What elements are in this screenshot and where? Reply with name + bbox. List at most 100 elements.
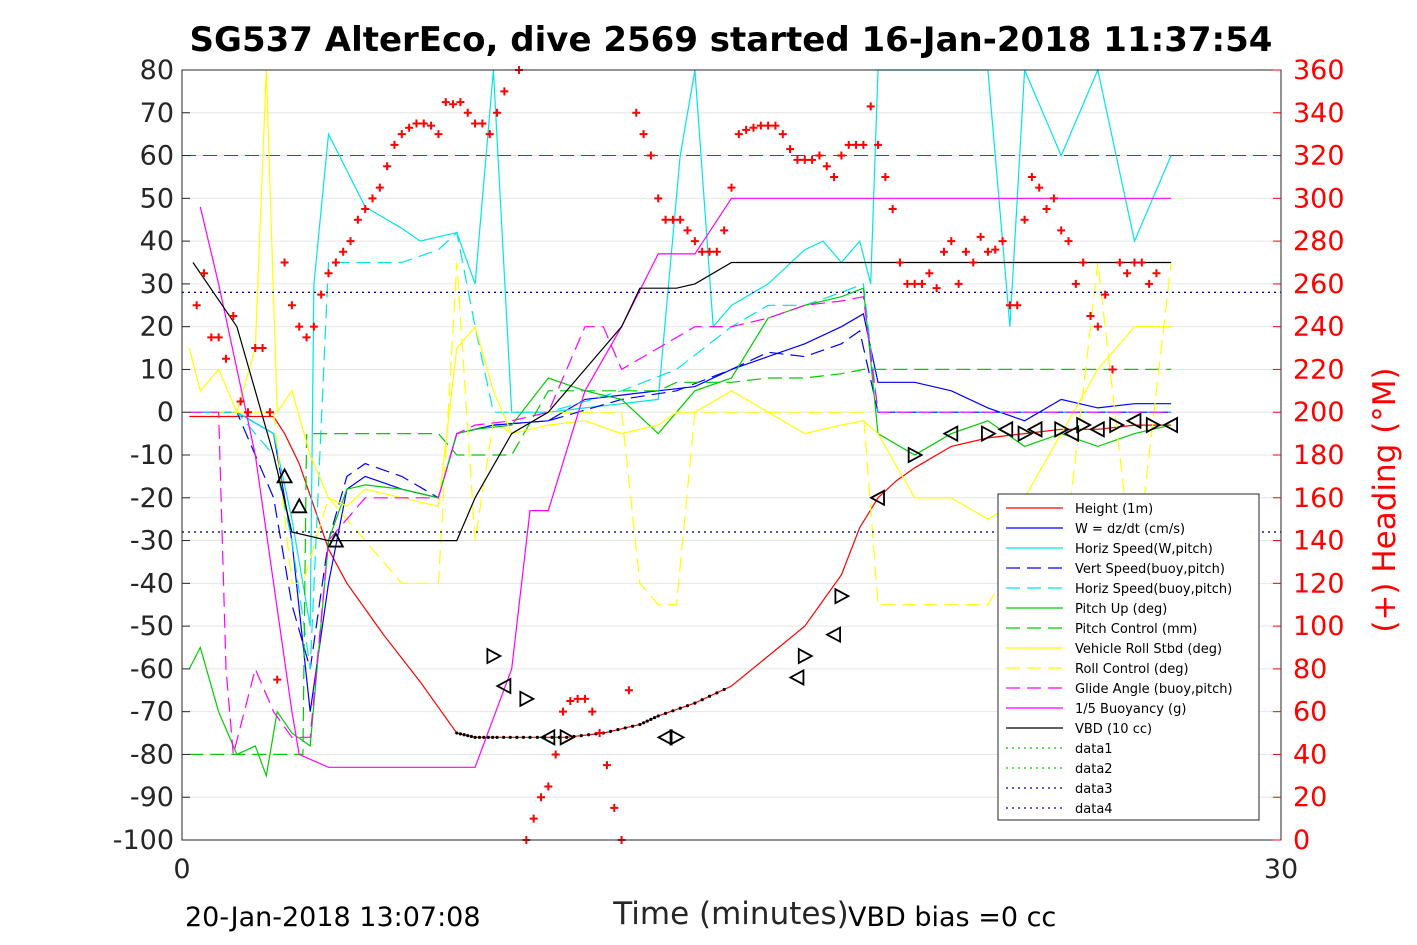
heading-point	[221, 354, 230, 363]
heading-point	[602, 761, 611, 770]
y-tick-label: -80	[130, 739, 174, 770]
legend-label-15: data4	[1075, 802, 1113, 817]
heading-point	[749, 123, 758, 132]
height-dot	[656, 714, 660, 718]
heading-point	[808, 155, 817, 164]
heading-point	[493, 108, 502, 117]
y-tick-label: 20	[140, 312, 174, 343]
series-line-6	[189, 368, 1172, 756]
heading-point	[236, 397, 245, 406]
heading-point	[375, 183, 384, 192]
triangle-marker	[1088, 420, 1105, 438]
heading-point	[566, 696, 575, 705]
heading-point	[947, 237, 956, 246]
heading-point	[800, 155, 809, 164]
height-dot	[609, 729, 613, 733]
height-dot	[515, 735, 519, 739]
triangle-marker	[1162, 416, 1178, 434]
heading-point	[353, 215, 362, 224]
legend-label-11: VBD (10 cc)	[1075, 722, 1152, 737]
x-axis: 0 30	[173, 832, 1298, 885]
height-dot	[678, 706, 682, 710]
heading-point	[822, 162, 831, 171]
legend-label-3: Vert Speed(buoy,pitch)	[1075, 562, 1225, 577]
heading-point	[397, 130, 406, 139]
heading-point	[690, 237, 699, 246]
heading-point	[199, 269, 208, 278]
legend-label-0: Height (1m)	[1075, 502, 1153, 517]
legend-label-10: 1/5 Buoyancy (g)	[1075, 702, 1186, 717]
triangle-marker	[942, 425, 959, 443]
y-axis-right-label: (+) Heading (°M)	[1367, 367, 1403, 632]
heading-point	[917, 279, 926, 288]
heading-point	[939, 247, 948, 256]
triangle-marker	[276, 467, 294, 484]
heading-point	[1057, 226, 1066, 235]
triangle-marker	[997, 420, 1014, 438]
y-right-tick-label: 100	[1293, 611, 1345, 642]
y-tick-label: 80	[140, 55, 174, 86]
triangle-marker	[559, 728, 576, 746]
heading-point	[1042, 205, 1051, 214]
x-tick-label: 0	[173, 854, 190, 885]
heading-point	[954, 279, 963, 288]
heading-point	[449, 100, 458, 109]
heading-point	[1101, 290, 1110, 299]
heading-point	[1152, 269, 1161, 278]
triangle-marker	[519, 690, 536, 708]
heading-point	[558, 707, 567, 716]
y-right-tick-label: 240	[1293, 312, 1345, 343]
heading-point	[786, 145, 795, 154]
heading-point	[991, 245, 1000, 254]
triangle-marker	[1017, 425, 1034, 443]
y-right-tick-label: 280	[1293, 226, 1345, 257]
heading-point	[976, 232, 985, 241]
heading-point	[1049, 194, 1058, 203]
triangle-marker	[486, 647, 503, 665]
height-dot	[462, 733, 466, 737]
heading-point	[676, 215, 685, 224]
y-right-tick-label: 320	[1293, 141, 1345, 172]
triangle-marker	[290, 497, 308, 514]
heading-point	[771, 121, 780, 130]
height-dot	[630, 724, 635, 728]
heading-point	[866, 102, 875, 111]
height-dot	[638, 722, 642, 727]
triangle-marker	[788, 668, 805, 686]
y-tick-label: 10	[140, 354, 174, 385]
legend-label-14: data3	[1075, 782, 1113, 797]
heading-point	[229, 311, 238, 320]
height-dot	[491, 735, 495, 739]
y-right-tick-label: 0	[1293, 825, 1310, 856]
y-tick-label: 0	[157, 397, 174, 428]
triangle-marker	[825, 626, 841, 644]
heading-point	[463, 108, 472, 117]
heading-point	[339, 247, 348, 256]
heading-point	[1027, 172, 1036, 181]
height-dot	[502, 735, 506, 739]
series-line-4	[189, 231, 1172, 669]
y-right-tick-label: 60	[1293, 697, 1327, 728]
y-tick-label: -20	[130, 483, 174, 514]
height-dot	[495, 735, 499, 739]
heading-point	[485, 130, 494, 139]
heading-point	[1108, 365, 1117, 374]
y-tick-label: -60	[130, 654, 174, 685]
y-tick-label: 40	[140, 226, 174, 257]
height-dot	[477, 735, 482, 739]
heading-point	[837, 151, 846, 160]
heading-point	[573, 694, 582, 703]
legend-label-9: Glide Angle (buoy,pitch)	[1075, 682, 1233, 697]
heading-point	[427, 121, 436, 130]
y-right-tick-label: 180	[1293, 440, 1345, 471]
y-tick-label: -40	[130, 568, 174, 599]
heading-point	[287, 301, 296, 310]
series-line-7	[188, 69, 1172, 520]
heading-point	[317, 290, 326, 299]
y-axis-left: 80 70 60 50 40 30 20 10 0 -10 -20 -30 -40 -50 -60 -70 -8…	[113, 55, 190, 856]
heading-point	[720, 226, 729, 235]
x-axis-label: Time (minutes)	[612, 896, 848, 932]
heading-point	[969, 258, 978, 267]
triangle-marker	[495, 677, 512, 695]
legend-label-7: Vehicle Roll Stbd (deg)	[1075, 642, 1222, 657]
